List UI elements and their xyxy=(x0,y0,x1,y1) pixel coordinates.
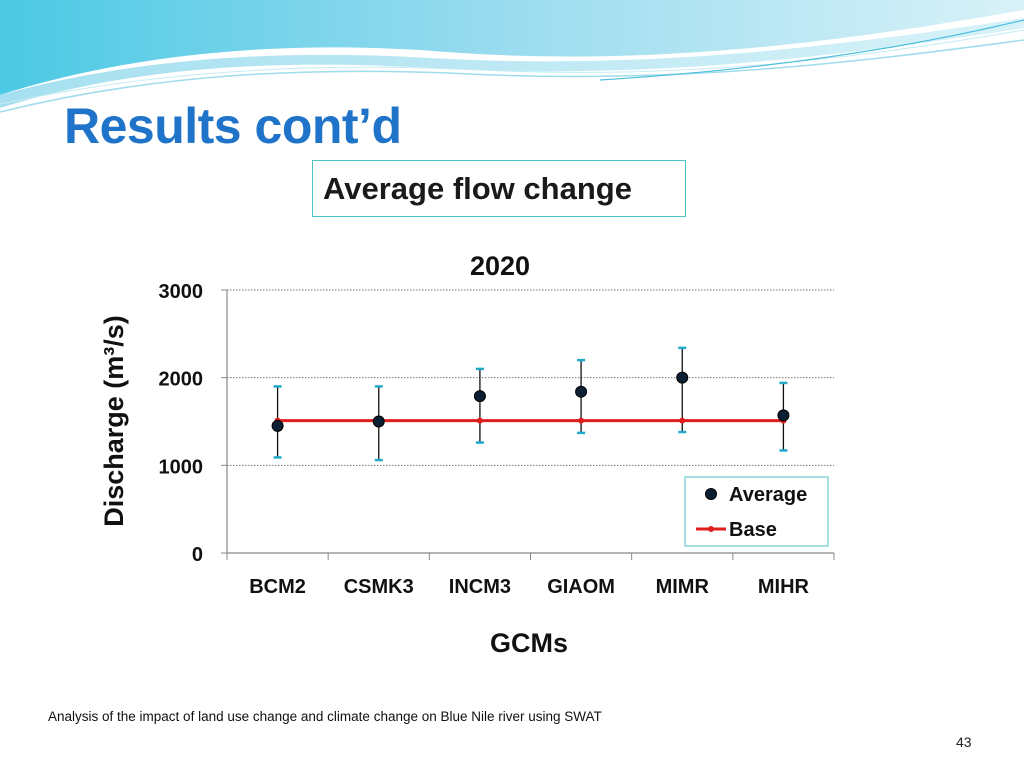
legend-base-marker xyxy=(708,526,714,532)
average-point xyxy=(372,415,385,428)
x-tick-label: BCM2 xyxy=(249,576,306,598)
legend-average-label: Average xyxy=(729,484,807,506)
y-axis-label: Discharge (m³/s) xyxy=(99,315,129,527)
average-point xyxy=(575,385,588,398)
x-tick-label: MIHR xyxy=(758,576,810,598)
x-tick-label: INCM3 xyxy=(449,576,511,598)
errorbar-layer xyxy=(273,346,788,462)
average-point xyxy=(777,409,790,422)
x-tick-label: MIMR xyxy=(656,576,710,598)
base-point xyxy=(578,417,585,424)
grid-layer xyxy=(227,289,834,466)
legend-average-marker xyxy=(705,488,717,500)
labels-layer: 0 1000 2000 3000 BCM2 CSMK3 INCM3 GIAOM MIMR MIHR… xyxy=(99,251,810,658)
y-tick-label: 0 xyxy=(192,544,203,566)
x-tick-label: CSMK3 xyxy=(344,576,414,598)
average-series-layer xyxy=(271,371,790,432)
subtitle-text: Average flow change xyxy=(323,171,632,206)
base-series-layer xyxy=(274,417,787,424)
slide-title: Results cont’d xyxy=(64,98,402,154)
x-axis-label: GCMs xyxy=(490,628,568,658)
header-wave-decoration xyxy=(0,0,1024,113)
y-tick-label: 1000 xyxy=(159,456,204,478)
legend: Average Base xyxy=(684,476,829,547)
average-point xyxy=(473,390,486,403)
subtitle-box: Average flow change xyxy=(312,160,686,217)
y-tick-label: 2000 xyxy=(159,369,204,391)
base-point xyxy=(679,417,686,424)
page-number: 43 xyxy=(956,734,972,750)
y-tick-label: 3000 xyxy=(159,281,204,303)
legend-base-label: Base xyxy=(729,519,777,541)
chart-title: 2020 xyxy=(470,251,530,281)
average-point xyxy=(271,419,284,432)
average-point xyxy=(676,371,689,384)
base-point xyxy=(476,417,483,424)
x-tick-label: GIAOM xyxy=(547,576,615,598)
footer-caption: Analysis of the impact of land use chang… xyxy=(48,709,602,724)
axes-layer xyxy=(221,289,835,560)
